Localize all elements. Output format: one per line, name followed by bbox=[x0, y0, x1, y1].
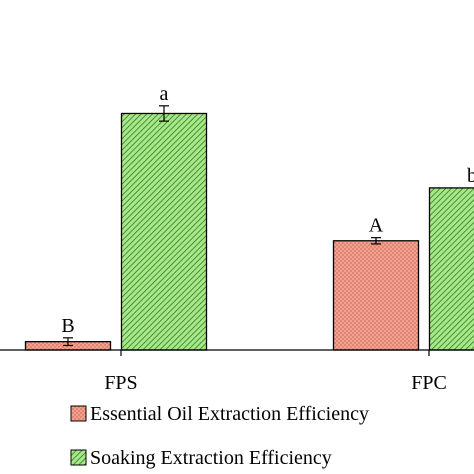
legend-swatch-soaking bbox=[70, 449, 87, 466]
error-bar-fps-series-1 bbox=[63, 337, 73, 347]
error-bar-fps-series-2 bbox=[159, 105, 169, 122]
significance-label-fps-series-2: a bbox=[160, 83, 169, 105]
significance-labels-layer: B Aa b bbox=[61, 83, 474, 337]
x-ticks-layer bbox=[120, 350, 430, 356]
x-tick-label-fps: FPS bbox=[104, 372, 137, 394]
bars-layer bbox=[24, 112, 474, 351]
bar-fpc-series-2 bbox=[428, 187, 474, 351]
significance-label-fpc-series-1: A bbox=[369, 215, 384, 237]
x-tick-label-fpc: FPC bbox=[411, 372, 447, 394]
significance-label-fpc-series-2: b bbox=[467, 165, 474, 187]
bar-fpc-series-1 bbox=[332, 240, 420, 351]
significance-label-fps-series-1: B bbox=[61, 315, 74, 337]
error-bar-fpc-series-1 bbox=[371, 237, 381, 245]
bar-fps-series-2 bbox=[120, 112, 208, 351]
legend-label-essential-oil: Essential Oil Extraction Efficiency bbox=[90, 403, 369, 425]
error-bars-layer bbox=[63, 105, 381, 347]
legend-swatch-essential-oil bbox=[70, 405, 87, 422]
legend: Essential Oil Extraction Efficiency Soak… bbox=[70, 403, 369, 469]
legend-label-soaking: Soaking Extraction Efficiency bbox=[90, 447, 332, 469]
